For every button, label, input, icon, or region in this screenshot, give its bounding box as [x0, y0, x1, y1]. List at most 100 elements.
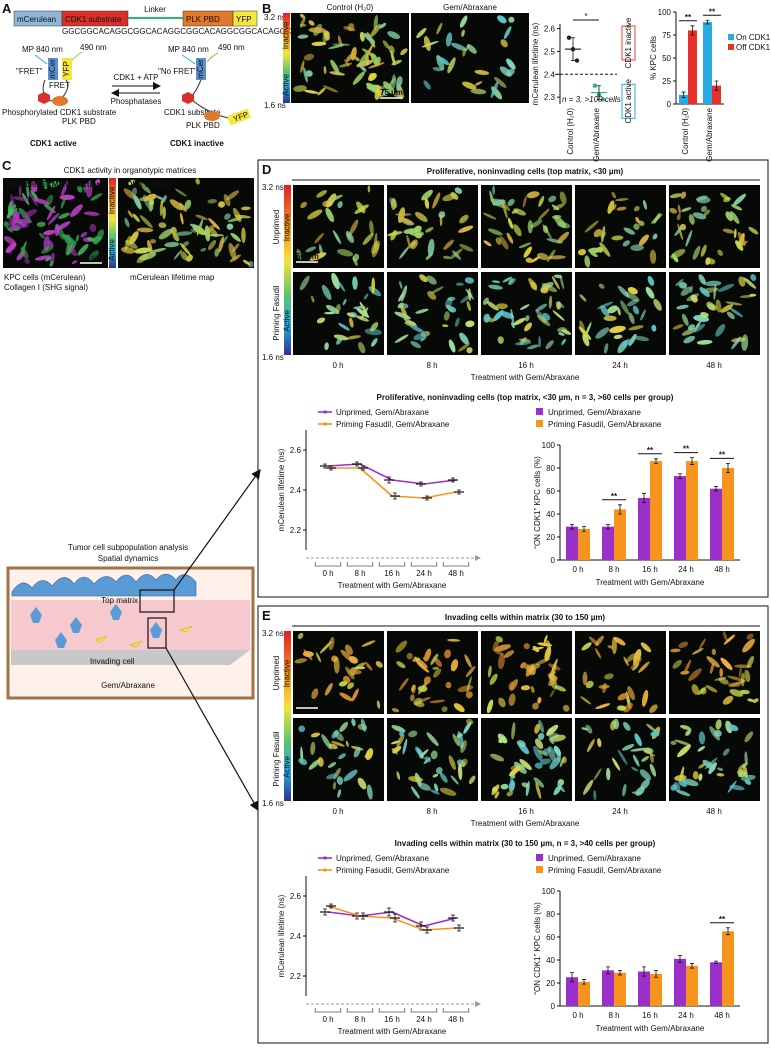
cell-texture — [139, 182, 152, 194]
cell-texture — [363, 293, 369, 300]
cell-texture — [304, 89, 319, 94]
cell-texture — [503, 26, 512, 40]
error-bar — [654, 969, 658, 978]
cell-texture — [553, 784, 562, 796]
chart-title: Proliferative, noninvading cells (top ma… — [377, 393, 674, 402]
cell-texture — [581, 642, 592, 651]
cell-texture — [359, 65, 367, 72]
cell-texture — [508, 16, 515, 23]
cell-texture — [452, 250, 461, 260]
y-tick-label: 2.3 — [544, 93, 556, 102]
cell-texture — [490, 753, 505, 762]
cell-texture — [150, 238, 157, 244]
cell-texture — [497, 336, 504, 344]
y-tick-label: 100 — [542, 441, 556, 450]
cell-texture — [88, 250, 99, 261]
cell-texture — [740, 774, 756, 781]
cell-texture — [311, 688, 319, 700]
cell-texture — [631, 766, 639, 772]
x-bracket — [378, 1008, 406, 1013]
cell-texture — [731, 204, 743, 211]
pbd — [52, 96, 68, 106]
cell-texture — [540, 287, 549, 294]
cell-texture — [620, 300, 630, 315]
cell-texture — [613, 636, 626, 646]
cell-texture — [490, 81, 499, 98]
cell-texture — [324, 342, 329, 351]
data-point — [600, 97, 606, 102]
cell-texture — [714, 729, 722, 737]
cell-texture — [298, 758, 308, 766]
y-tick-label: 0 — [551, 1002, 556, 1011]
cell-texture — [452, 733, 460, 747]
panel-box — [257, 159, 769, 598]
cell-texture — [436, 56, 450, 66]
bar — [650, 461, 662, 560]
cell-texture — [522, 196, 527, 208]
cell-texture — [218, 236, 225, 253]
donor-label: mCer — [48, 59, 57, 79]
construct-label: PLK PBD — [186, 15, 220, 24]
cell-texture — [390, 50, 396, 66]
scale-bar-label: 50 µm — [296, 252, 319, 261]
cell-texture — [691, 647, 704, 655]
cell-texture — [719, 667, 724, 678]
bar — [614, 509, 626, 560]
panel-label: D — [262, 162, 271, 177]
cell-texture — [530, 664, 536, 676]
bar — [638, 497, 650, 560]
cell-texture — [499, 66, 512, 77]
emission-label: 490 nm — [218, 43, 245, 52]
cell-texture — [611, 235, 624, 241]
cell-texture — [495, 237, 502, 245]
x-tick-label: 16 h — [384, 1015, 400, 1024]
image-title: KPC cell/ECM interaction — [6, 180, 102, 189]
cell-texture — [336, 336, 343, 345]
timepoint-label: 0 h — [332, 361, 343, 370]
y-tick-label: 20 — [546, 533, 555, 542]
cell-texture — [376, 700, 381, 709]
y-axis-label: mCerulean lifetime (ns) — [531, 22, 540, 105]
state-label: CDK1 active — [30, 139, 77, 148]
colorbar-min: 1.6 ns — [262, 799, 284, 808]
cell-texture — [513, 208, 526, 216]
colorbar-max: 3.2 ns — [264, 13, 286, 22]
reaction-label: CDK1 + ATP — [114, 73, 159, 82]
trend-line — [327, 463, 457, 485]
x-tick-label: 16 h — [642, 1011, 658, 1020]
cell-texture — [436, 22, 443, 35]
cell-texture — [725, 301, 743, 306]
x-tick-label: 48 h — [448, 1015, 464, 1024]
colorbar-label: Active — [283, 310, 292, 332]
cell-texture — [722, 631, 728, 642]
cell-texture — [746, 655, 754, 669]
cell-texture — [633, 648, 642, 666]
cell-texture — [406, 652, 413, 660]
cell-texture — [489, 190, 495, 206]
legend-text: Unprimed, Gem/Abraxane — [548, 408, 641, 417]
error-bar — [361, 912, 365, 920]
cell-texture — [129, 231, 139, 245]
error-bar — [582, 526, 586, 532]
cell-texture — [184, 199, 192, 210]
error-bar — [425, 926, 429, 934]
cell-texture — [733, 228, 737, 239]
cell-texture — [519, 759, 532, 771]
cell-texture — [718, 677, 729, 685]
colorbar-max: 3.2 ns — [262, 629, 284, 638]
cell-texture — [415, 211, 428, 222]
cell-texture — [222, 235, 228, 244]
cell-texture — [713, 284, 717, 301]
cell-texture — [623, 702, 633, 713]
error-bar — [387, 476, 391, 484]
cell-texture — [486, 301, 499, 311]
bar — [578, 981, 590, 1006]
cell-texture — [692, 245, 701, 260]
cell-texture — [492, 199, 506, 206]
cell-texture — [425, 227, 434, 233]
cell-texture — [459, 214, 469, 224]
x-bracket — [410, 562, 438, 567]
legend-swatch — [536, 408, 543, 415]
cell-texture — [535, 781, 542, 799]
cell-texture — [641, 756, 650, 762]
